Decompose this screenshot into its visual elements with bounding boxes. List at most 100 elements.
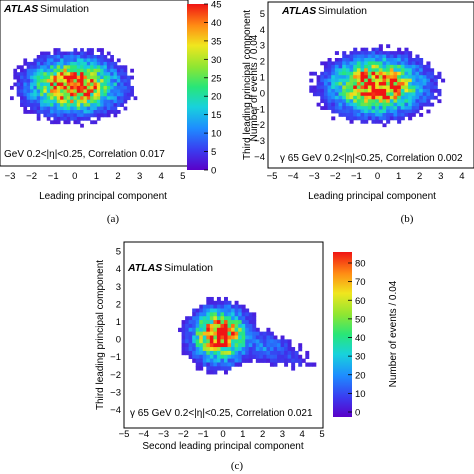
heatmap-cell — [227, 354, 232, 360]
heatmap-cell — [404, 99, 409, 104]
heatmap-cell — [70, 89, 74, 94]
heatmap-cell — [123, 106, 128, 111]
heatmap-cell — [397, 119, 402, 124]
heatmap-cell — [40, 82, 44, 87]
heatmap-cell — [90, 75, 94, 80]
heatmap-cell — [393, 82, 398, 86]
heatmap-cell — [86, 58, 91, 63]
heatmap-cell — [356, 95, 361, 100]
heatmap-cell — [199, 339, 204, 344]
heatmap-cell — [50, 65, 54, 70]
heatmap-cell — [231, 362, 236, 367]
heatmap-cell — [60, 51, 64, 56]
x-tick-label: 1 — [94, 171, 99, 182]
heatmap-cell — [356, 64, 361, 69]
heatmap-cell — [400, 71, 405, 76]
heatmap-cell — [53, 58, 58, 63]
heatmap-cell — [209, 350, 214, 356]
heatmap-cell — [209, 358, 214, 363]
heatmap-cell — [70, 58, 74, 63]
heatmap-cell — [415, 54, 420, 59]
heatmap-cell — [342, 61, 347, 66]
heatmap-cell — [56, 65, 61, 70]
heatmap-cell — [367, 75, 372, 80]
heatmap-cell — [83, 96, 88, 101]
heatmap-cell — [209, 323, 214, 329]
heatmap-cell — [327, 92, 332, 97]
heatmap-cell — [90, 106, 94, 111]
heatmap-cell — [50, 68, 54, 73]
heatmap-cell — [353, 85, 358, 90]
heatmap-cell — [53, 79, 58, 83]
heatmap-cell — [378, 85, 383, 90]
heatmap-cell — [323, 102, 328, 107]
heatmap-cell — [367, 71, 372, 76]
heatmap-cell — [100, 92, 104, 97]
heatmap-cell — [185, 320, 190, 325]
heatmap-cell — [397, 82, 402, 86]
heatmap-cell — [353, 58, 358, 62]
heatmap-cell — [255, 331, 260, 336]
heatmap-cell — [426, 85, 431, 90]
colorbar-tick-label: 10 — [211, 129, 222, 140]
heatmap-cell — [415, 109, 420, 114]
heatmap-cell — [80, 116, 84, 121]
heatmap-cell — [220, 343, 225, 348]
heatmap-cell — [353, 78, 358, 83]
heatmap-cell — [26, 92, 31, 97]
heatmap-cell — [248, 358, 253, 363]
heatmap-cell — [345, 82, 350, 86]
heatmap-cell — [353, 68, 358, 73]
heatmap-cell — [323, 88, 328, 93]
heatmap-cell — [80, 61, 84, 66]
heatmap-cell — [248, 350, 253, 356]
heatmap-cell — [224, 308, 228, 313]
heatmap-cell — [56, 89, 61, 94]
heatmap-cell — [60, 103, 64, 107]
heatmap-cell — [356, 75, 361, 80]
heatmap-cell — [364, 116, 369, 121]
heatmap-cell — [382, 95, 387, 100]
heatmap-cell — [364, 75, 369, 80]
heatmap-cell — [90, 85, 94, 90]
heatmap-cell — [360, 61, 365, 66]
heatmap-cell — [371, 75, 376, 80]
heatmap-cell — [86, 61, 91, 66]
heatmap-cell — [367, 78, 372, 83]
heatmap-cell — [26, 89, 31, 94]
heatmap-cell — [338, 85, 343, 90]
heatmap-cell — [80, 99, 84, 104]
heatmap-cell — [110, 82, 114, 87]
heatmap-cell — [126, 79, 131, 83]
heatmap-cell — [382, 54, 387, 59]
heatmap-cell — [364, 64, 369, 69]
heatmap-cell — [323, 71, 328, 76]
heatmap-cell — [382, 51, 387, 55]
heatmap-cell — [100, 99, 104, 104]
heatmap-cell — [53, 55, 58, 59]
heatmap-cell — [20, 85, 24, 90]
heatmap-cell — [202, 312, 207, 317]
heatmap-cell — [419, 64, 424, 69]
heatmap-cell — [408, 75, 413, 80]
heatmap-cell — [400, 61, 405, 66]
heatmap-cell — [316, 75, 321, 80]
heatmap-cell — [252, 316, 257, 321]
heatmap-cell — [422, 88, 427, 93]
heatmap-cell — [70, 75, 74, 80]
heatmap-cell — [224, 296, 228, 302]
heatmap-cell — [76, 113, 81, 118]
heatmap-cell — [316, 88, 321, 93]
heatmap-cell — [70, 99, 74, 104]
heatmap-cell — [327, 68, 332, 73]
heatmap-cell — [386, 61, 391, 66]
heatmap-cell — [36, 116, 41, 121]
heatmap-cell — [389, 64, 394, 69]
heatmap-cell — [96, 96, 101, 101]
heatmap-cell — [93, 82, 98, 87]
heatmap-cell — [382, 92, 387, 97]
heatmap-cell — [367, 54, 372, 59]
heatmap-cell — [378, 116, 383, 121]
x-tick-label: −3 — [158, 429, 169, 440]
heatmap-cell — [56, 61, 61, 66]
